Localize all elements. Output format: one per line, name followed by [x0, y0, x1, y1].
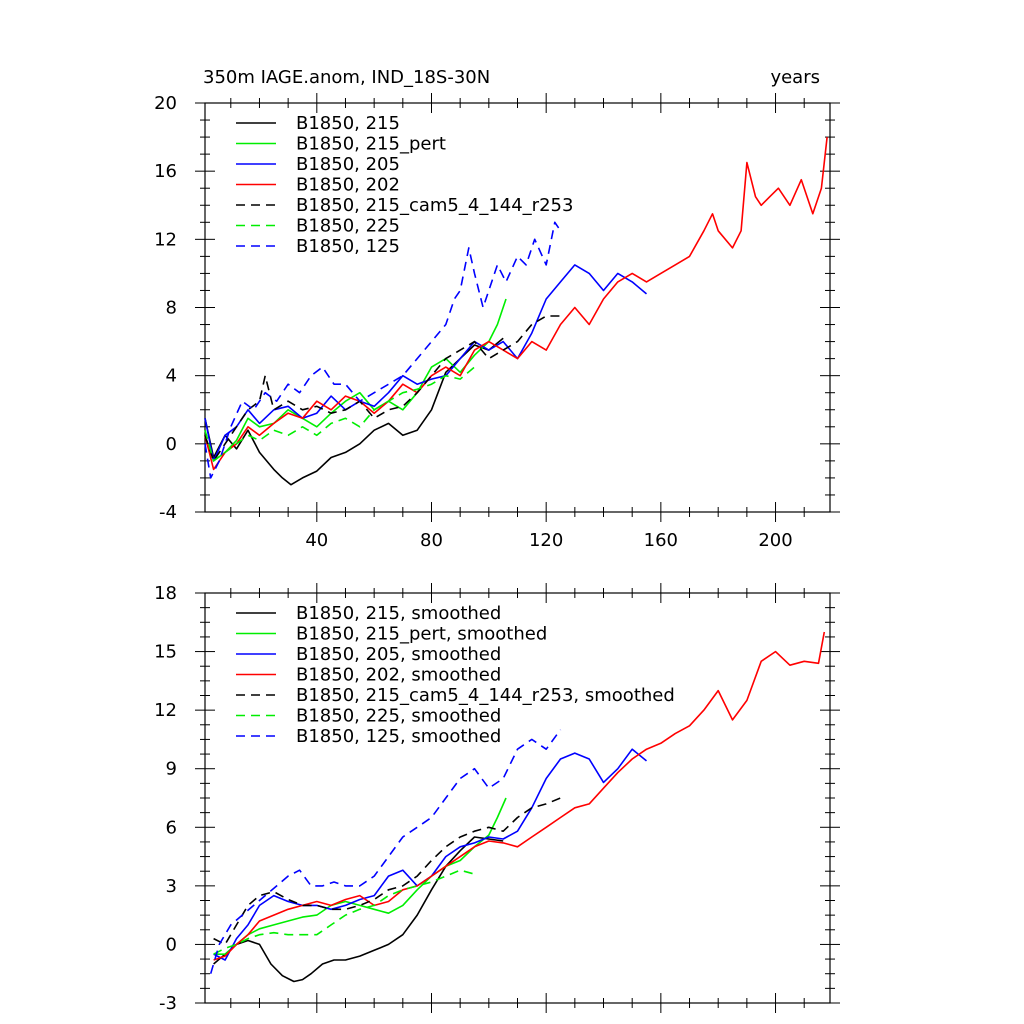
legend-label: B1850, 225, smoothed	[296, 706, 501, 727]
x-tick-label: 200	[758, 530, 792, 551]
figure: 350m IAGE.anom, IND_18S-30N years 40 80 12…	[0, 0, 1024, 1024]
legend-label: B1850, 215_cam5_4_144_r253, smoothed	[296, 685, 675, 706]
y-tick-label: 16	[154, 161, 177, 182]
x-tick-label: 160	[644, 530, 678, 551]
x-tick-label: 40	[305, 530, 328, 551]
y-tick-label: 4	[166, 366, 177, 387]
legend-label: B1850, 205, smoothed	[296, 644, 501, 665]
legend-label: B1850, 215_cam5_4_144_r253	[296, 195, 573, 216]
y-tick-label: 20	[154, 93, 177, 114]
series-line	[214, 798, 561, 944]
y-tick-label: 12	[154, 700, 177, 721]
units-label: years	[770, 67, 820, 88]
figure-title: 350m IAGE.anom, IND_18S-30N	[203, 67, 490, 88]
y-tick-label: 12	[154, 229, 177, 250]
y-tick-label: 0	[166, 434, 177, 455]
y-tick-label: 3	[166, 876, 177, 897]
x-tick-label: 80	[420, 530, 443, 551]
series-line	[205, 222, 561, 478]
y-tick-label: 18	[154, 583, 177, 604]
figure-canvas: 350m IAGE.anom, IND_18S-30N years 40 80 12…	[0, 0, 1024, 1024]
y-tick-label: -3	[159, 993, 177, 1014]
y-tick-label: -4	[159, 502, 177, 523]
legend-label: B1850, 202	[296, 175, 400, 196]
y-tick-label: 9	[166, 759, 177, 780]
series-line	[214, 749, 647, 960]
x-tick-label: 120	[529, 530, 563, 551]
y-tick-label: 0	[166, 934, 177, 955]
y-tick-label: 15	[154, 642, 177, 663]
series-line	[205, 265, 647, 461]
legend-label: B1850, 225	[296, 216, 400, 237]
series-line	[214, 798, 506, 954]
legend-label: B1850, 215_pert, smoothed	[296, 624, 547, 645]
legend-label: B1850, 125	[296, 236, 400, 257]
legend-label: B1850, 202, smoothed	[296, 665, 501, 686]
legend-label: B1850, 215_pert	[296, 134, 446, 155]
series-line	[211, 730, 561, 974]
legend-label: B1850, 205	[296, 154, 400, 175]
legend-label: B1850, 215	[296, 113, 400, 134]
y-tick-label: 8	[166, 298, 177, 319]
y-tick-label: 6	[166, 817, 177, 838]
legend-label: B1850, 215, smoothed	[296, 603, 501, 624]
legend-label: B1850, 125, smoothed	[296, 726, 501, 747]
